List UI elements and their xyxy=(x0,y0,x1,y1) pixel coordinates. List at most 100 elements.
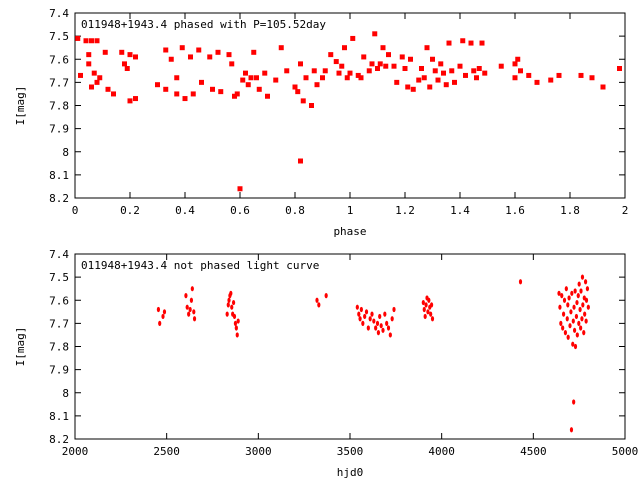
data-point xyxy=(230,304,234,310)
data-point xyxy=(245,82,251,88)
data-point xyxy=(78,72,83,78)
data-point xyxy=(102,49,108,55)
data-point xyxy=(429,302,434,308)
data-point xyxy=(127,52,133,58)
data-point xyxy=(226,52,232,58)
data-point xyxy=(333,59,339,65)
data-point xyxy=(366,68,372,74)
data-point xyxy=(405,84,411,90)
y-tick-label: 8 xyxy=(62,387,69,400)
chart-title: 011948+1943.4 not phased light curve xyxy=(81,259,319,272)
y-tick-label: 7.8 xyxy=(49,100,69,113)
data-point xyxy=(133,54,138,60)
data-point xyxy=(236,318,240,324)
data-point xyxy=(168,56,174,62)
data-point xyxy=(298,158,303,164)
data-point xyxy=(426,309,430,315)
data-point xyxy=(515,56,521,62)
x-tick-label: 4500 xyxy=(520,445,547,458)
data-point xyxy=(231,299,236,306)
y-axis-label: I[mag] xyxy=(14,327,27,367)
data-point xyxy=(298,61,303,67)
data-point xyxy=(182,96,188,102)
data-point xyxy=(94,38,100,44)
data-point xyxy=(122,61,127,67)
data-point xyxy=(317,302,321,308)
data-point xyxy=(185,304,189,310)
data-point xyxy=(391,63,397,69)
data-point xyxy=(421,75,427,81)
data-point xyxy=(463,72,468,78)
data-point xyxy=(583,279,588,285)
data-point xyxy=(565,316,569,322)
data-point xyxy=(571,318,575,324)
data-point xyxy=(432,68,438,74)
data-point xyxy=(402,66,408,71)
data-point xyxy=(158,320,162,326)
data-point xyxy=(438,61,444,67)
data-point xyxy=(97,75,103,81)
x-tick-label: 0.6 xyxy=(230,204,250,217)
data-point xyxy=(575,332,579,338)
x-tick-label: 3500 xyxy=(337,445,364,458)
data-point xyxy=(390,316,394,322)
x-tick-label: 5000 xyxy=(612,445,639,458)
data-point xyxy=(190,286,194,292)
data-point xyxy=(91,70,97,76)
data-point xyxy=(392,306,396,313)
data-point xyxy=(369,61,375,67)
data-point xyxy=(189,297,194,303)
data-point xyxy=(368,316,372,322)
data-point xyxy=(573,288,577,294)
data-point xyxy=(358,75,364,81)
y-tick-label: 8.2 xyxy=(49,192,69,205)
data-point xyxy=(424,45,430,51)
y-axis-label: I[mag] xyxy=(14,86,27,126)
data-point xyxy=(324,293,328,299)
data-point xyxy=(156,306,161,313)
data-point xyxy=(199,79,204,85)
data-point xyxy=(86,61,92,67)
data-point xyxy=(578,306,582,313)
data-point xyxy=(457,63,463,69)
data-point xyxy=(372,31,378,37)
data-point xyxy=(581,302,585,308)
data-point xyxy=(574,313,579,320)
data-point xyxy=(577,320,581,326)
data-point xyxy=(225,311,229,317)
data-point xyxy=(355,304,359,310)
data-point xyxy=(421,299,425,306)
y-tick-label: 7.6 xyxy=(49,53,69,66)
x-axis-label: phase xyxy=(333,225,366,238)
data-point xyxy=(256,86,262,92)
data-point xyxy=(174,75,180,81)
data-point xyxy=(226,302,230,308)
data-point xyxy=(435,77,441,83)
data-point xyxy=(370,311,374,317)
data-point xyxy=(569,309,573,315)
data-point xyxy=(560,293,564,299)
data-point xyxy=(133,96,138,102)
data-point xyxy=(571,341,575,347)
data-point xyxy=(548,77,554,83)
data-point xyxy=(234,325,238,331)
data-point xyxy=(234,91,240,97)
data-point xyxy=(232,313,237,320)
data-point xyxy=(567,295,571,301)
data-point xyxy=(192,316,197,322)
data-point xyxy=(452,79,457,85)
data-point xyxy=(375,320,380,326)
phased-light-curve-panel: 0 0.2 0.4 0.6 0.8 1 1.2 1.4 1.6 1.8 2 7.4 7.5 7.6 7.7 7… xyxy=(14,7,628,238)
data-point xyxy=(569,427,574,433)
data-point xyxy=(233,320,238,326)
data-point xyxy=(526,72,532,78)
x-tick-label: 4000 xyxy=(428,445,455,458)
data-point xyxy=(617,66,622,71)
data-point xyxy=(187,311,191,317)
data-point xyxy=(423,313,427,320)
data-point xyxy=(427,84,433,90)
data-point xyxy=(562,297,567,303)
data-point xyxy=(377,61,383,67)
data-point xyxy=(111,91,116,97)
